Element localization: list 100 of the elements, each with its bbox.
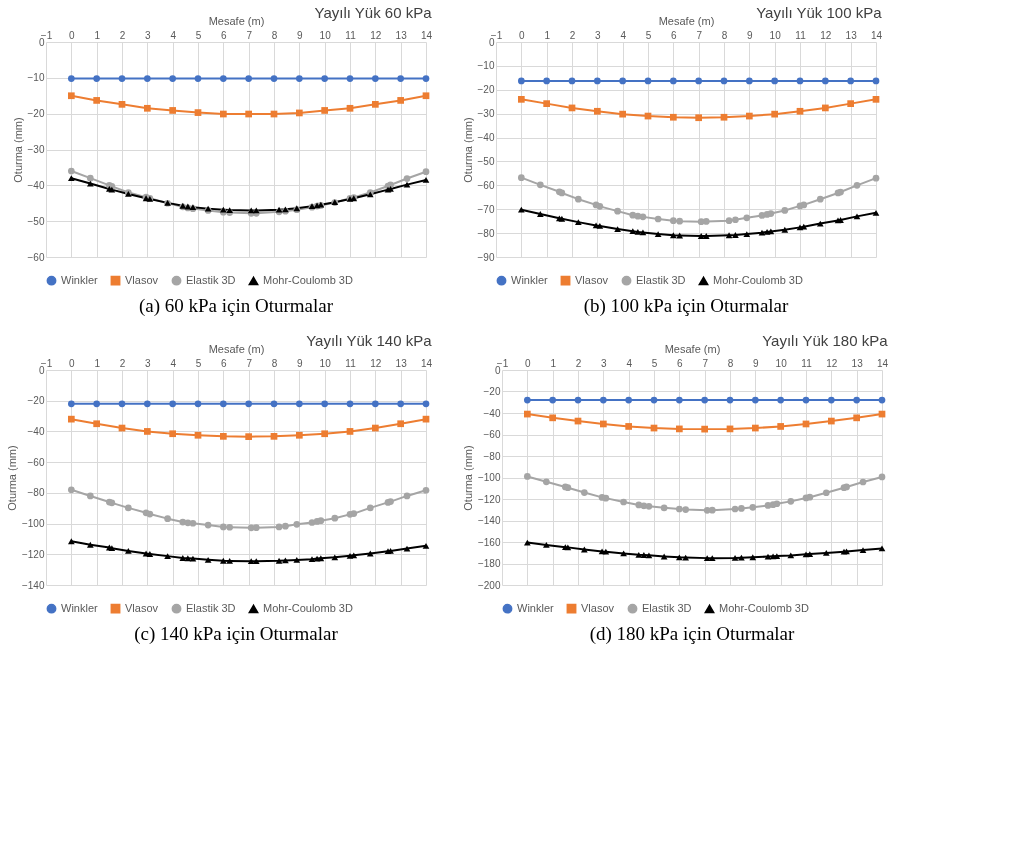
x-tick-label: 8 [271, 29, 278, 41]
x-tick-label: 6 [221, 357, 228, 369]
y-tick-label: −80 [477, 227, 495, 239]
x-tick-label: 6 [221, 29, 228, 41]
text: (c) 140 kPa için Oturmalar [134, 623, 339, 645]
y-axis-title: Oturma (mm) [11, 117, 24, 183]
legend-label: Mohr-Coulomb 3D [263, 273, 353, 286]
y-tick-label: −60 [27, 251, 45, 263]
y-tick-label: −30 [477, 108, 495, 120]
y-tick-label: −10 [27, 72, 45, 84]
y-axis-title: Oturma (mm) [5, 445, 18, 511]
x-tick-label: 14 [420, 357, 433, 369]
text: (b) 100 kPa için Oturmalar [583, 295, 790, 317]
x-tick-label: 10 [775, 357, 788, 369]
legend-label: Elastik 3D [186, 601, 236, 614]
y-tick-label: −180 [477, 558, 501, 569]
y-tick-label: −30 [27, 144, 45, 155]
x-tick-label: 8 [727, 357, 734, 369]
x-tick-label: 1 [544, 29, 551, 41]
legend-label: Vlasov [575, 273, 609, 286]
x-tick-label: 0 [69, 357, 76, 369]
x-tick-label: 2 [119, 357, 126, 369]
y-tick-label: −50 [477, 155, 495, 167]
x-tick-label: 1 [550, 357, 557, 369]
x-tick-label: 4 [620, 29, 627, 41]
y-tick-label: −60 [27, 456, 45, 468]
x-tick-label: 3 [145, 357, 152, 369]
x-tick-label: 8 [271, 357, 278, 369]
x-tick-label: 14 [420, 29, 433, 41]
x-tick-label: 10 [319, 357, 332, 369]
y-tick-label: −160 [477, 536, 501, 548]
x-tick-label: 9 [297, 357, 304, 369]
x-tick-label: 14 [870, 29, 883, 41]
x-tick-label: 6 [671, 29, 678, 41]
x-tick-label: 3 [595, 29, 602, 41]
legend-label: Elastik 3D [636, 273, 686, 286]
legend-label: Vlasov [125, 273, 159, 286]
x-tick-label: 11 [795, 29, 807, 41]
x-tick-label: 13 [395, 29, 408, 41]
legend-label: Elastik 3D [642, 601, 692, 614]
x-tick-label: 2 [575, 357, 582, 369]
y-tick-label: −40 [483, 407, 501, 419]
x-tick-label: 11 [345, 357, 357, 369]
chart-title: Yayılı Yük 100 kPa [756, 4, 883, 21]
x-tick-label: 4 [626, 357, 633, 369]
x-tick-label: 1 [94, 29, 101, 41]
x-axis-title: Mesafe (m) [658, 14, 715, 27]
legend-label: Vlasov [125, 601, 159, 614]
y-tick-label: −10 [477, 60, 495, 72]
chart-title: Yayılı Yük 60 kPa [314, 4, 433, 21]
text: (a) 60 kPa için Oturmalar [138, 295, 334, 317]
x-tick-label: 0 [525, 357, 532, 369]
x-tick-label: 2 [569, 29, 576, 41]
x-tick-label: 9 [297, 29, 304, 41]
y-axis-title: Oturma (mm) [461, 117, 474, 183]
legend-label: Mohr-Coulomb 3D [719, 601, 809, 614]
x-tick-label: 9 [753, 357, 760, 369]
y-tick-label: −20 [477, 84, 495, 96]
x-tick-label: 4 [170, 357, 177, 369]
x-tick-label: 3 [145, 29, 152, 41]
x-axis-title: Mesafe (m) [208, 342, 265, 355]
y-tick-label: −140 [477, 515, 501, 526]
x-tick-label: 11 [345, 29, 357, 41]
x-tick-label: 7 [702, 357, 709, 369]
legend-label: Winkler [517, 601, 555, 614]
x-tick-label: 13 [395, 357, 408, 369]
y-tick-label: −70 [477, 203, 495, 215]
y-tick-label: −80 [27, 487, 45, 499]
y-tick-label: −120 [21, 548, 45, 560]
y-tick-label: −90 [477, 251, 495, 263]
x-tick-label: 11 [801, 357, 813, 369]
x-tick-label: 5 [645, 29, 652, 41]
y-tick-label: −200 [477, 579, 501, 591]
y-tick-label: −100 [21, 518, 45, 530]
x-tick-label: 13 [851, 357, 864, 369]
x-tick-label: 5 [651, 357, 658, 369]
x-tick-label: 7 [246, 357, 253, 369]
x-tick-label: 7 [696, 29, 703, 41]
y-tick-label: −80 [483, 450, 501, 462]
x-tick-label: 4 [170, 29, 177, 41]
x-tick-label: 9 [747, 29, 754, 41]
legend-label: Elastik 3D [186, 273, 236, 286]
x-tick-label: 13 [845, 29, 858, 41]
y-tick-label: −20 [483, 386, 501, 397]
x-tick-label: 12 [370, 357, 382, 369]
y-tick-label: −60 [483, 429, 501, 440]
legend-label: Mohr-Coulomb 3D [713, 273, 803, 286]
x-tick-label: 12 [820, 29, 832, 41]
x-tick-label: 10 [769, 29, 782, 41]
y-tick-label: −40 [477, 132, 495, 144]
x-axis-title: Mesafe (m) [208, 14, 265, 27]
x-tick-label: 0 [69, 29, 76, 41]
y-tick-label: −120 [477, 493, 501, 505]
x-tick-label: 8 [721, 29, 728, 41]
y-tick-label: −40 [27, 179, 45, 191]
x-tick-label: 12 [826, 357, 838, 369]
x-tick-label: 5 [195, 357, 202, 369]
x-tick-label: 0 [519, 29, 526, 41]
x-tick-label: 7 [246, 29, 253, 41]
y-tick-label: −140 [21, 579, 45, 591]
